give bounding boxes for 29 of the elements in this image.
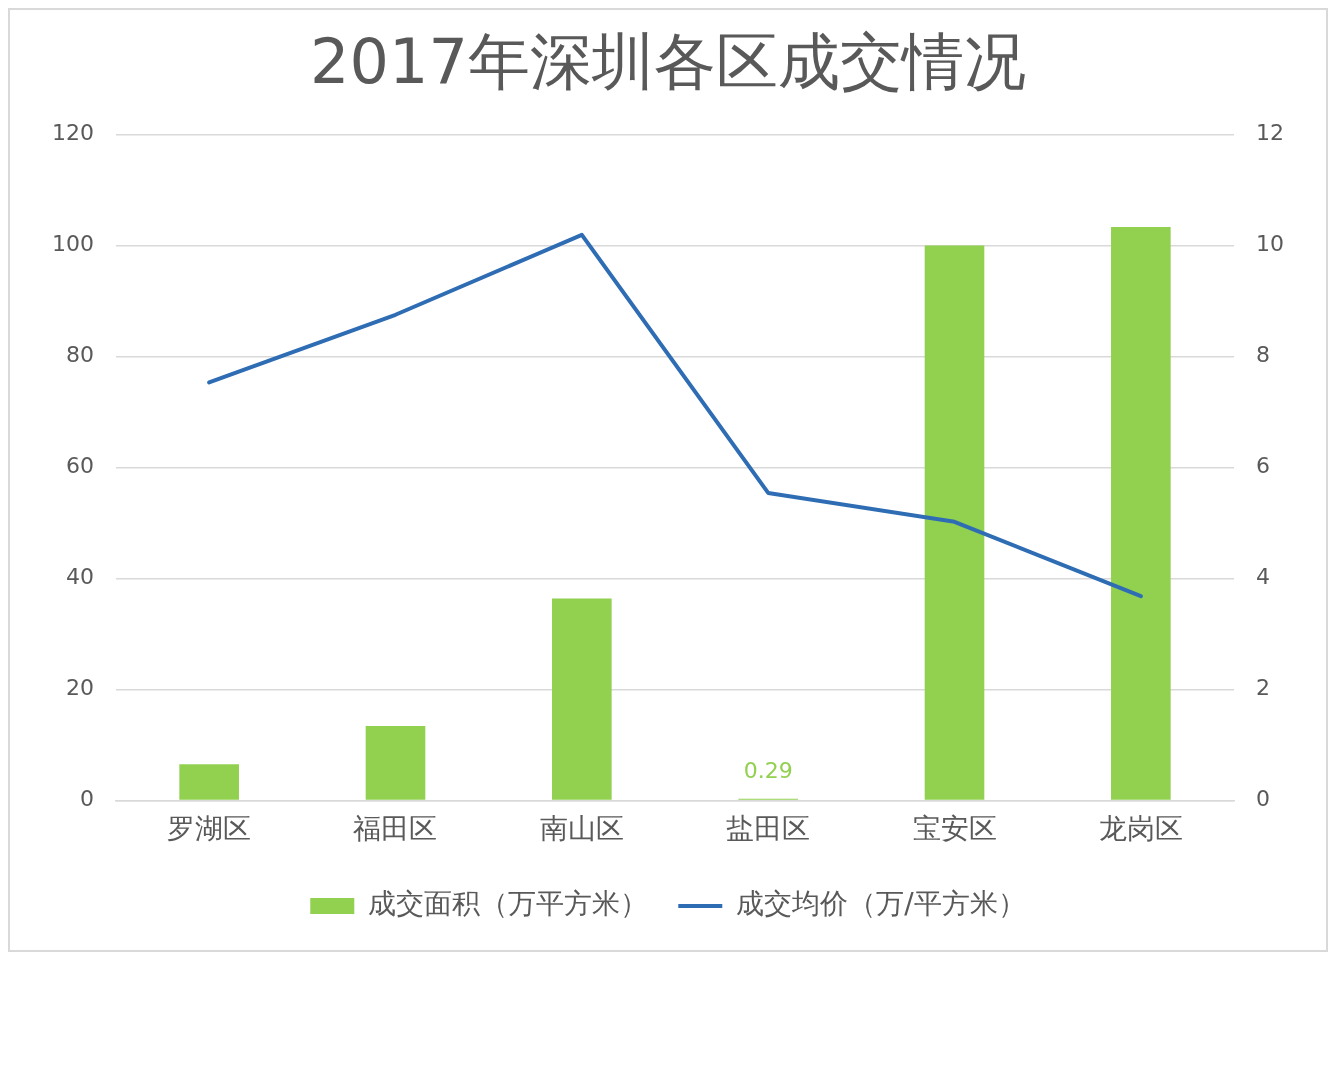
x-tick-label: 宝安区 (912, 812, 997, 846)
y2-tick-label: 12 (1256, 120, 1285, 146)
y-tick-label: 60 (65, 453, 94, 479)
y2-tick-label: 8 (1256, 342, 1271, 368)
y2-tick-label: 6 (1256, 453, 1271, 479)
legend-label: 成交面积（万平方米） (368, 887, 649, 921)
x-tick-label: 盐田区 (726, 812, 811, 846)
data-label: 0.29 (743, 757, 793, 783)
legend-label: 成交均价（万/平方米） (736, 887, 1026, 921)
y-tick-label: 40 (65, 564, 94, 590)
x-tick-label: 南山区 (539, 812, 624, 846)
y-tick-label: 0 (79, 786, 94, 812)
x-tick-label: 福田区 (353, 812, 438, 846)
bar (552, 598, 612, 800)
y2-tick-label: 10 (1256, 231, 1285, 257)
y-tick-label: 80 (65, 342, 94, 368)
bar (924, 245, 985, 800)
x-tick-label: 龙岗区 (1098, 812, 1183, 846)
y-tick-label: 100 (51, 231, 94, 257)
y2-tick-label: 2 (1256, 675, 1271, 701)
x-tick-label: 罗湖区 (167, 812, 252, 846)
bar (1111, 227, 1171, 800)
bar (179, 764, 239, 800)
chart-title: 2017年深圳各区成交情况 (310, 25, 1026, 99)
y-tick-label: 20 (65, 675, 94, 701)
y2-tick-label: 4 (1256, 564, 1271, 590)
y-tick-label: 120 (51, 120, 94, 146)
bar (365, 726, 426, 800)
y2-tick-label: 0 (1256, 786, 1271, 812)
